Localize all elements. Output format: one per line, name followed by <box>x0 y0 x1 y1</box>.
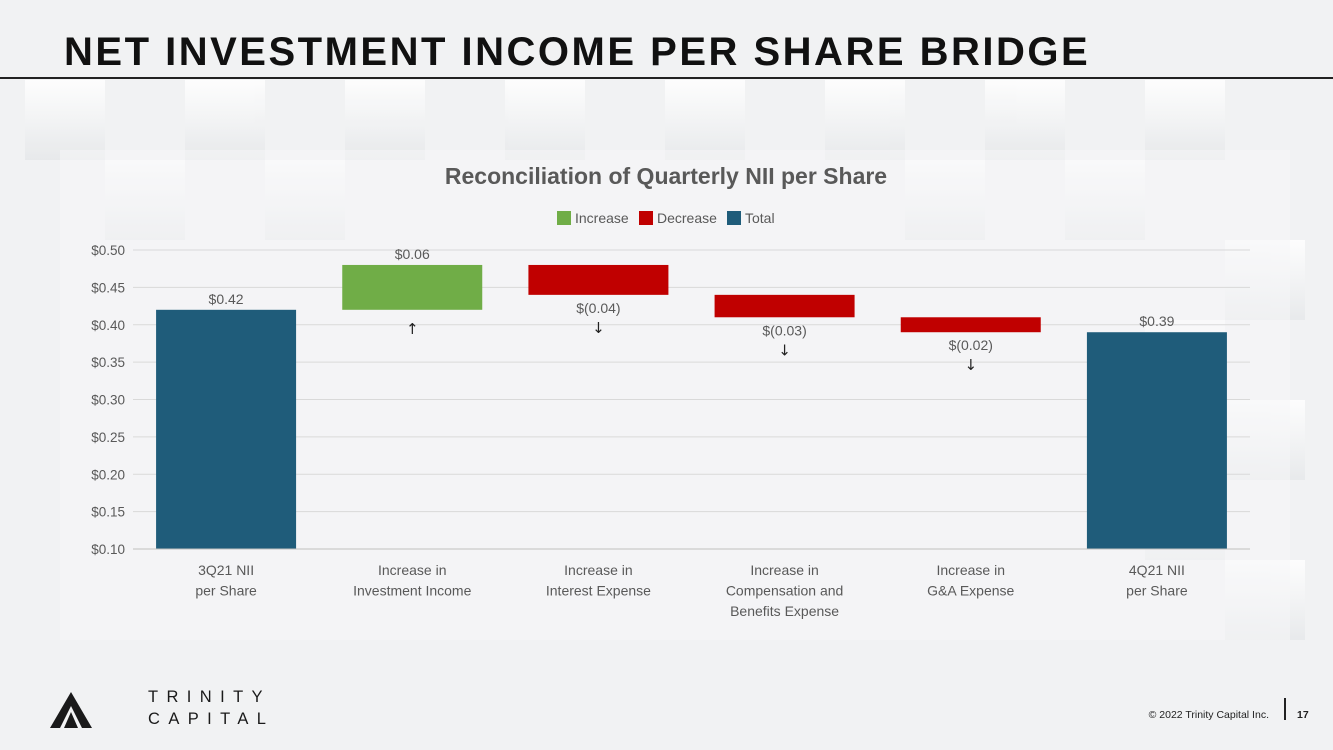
legend-label-decrease: Decrease <box>657 210 717 226</box>
page-title: NET INVESTMENT INCOME PER SHARE BRIDGE <box>64 30 1091 74</box>
x-category-label: Increase in <box>564 562 632 578</box>
x-category-label: Interest Expense <box>546 583 651 599</box>
x-category-label: 3Q21 NII <box>198 562 254 578</box>
x-category-label: per Share <box>1126 583 1188 599</box>
x-category-label: Increase in <box>378 562 446 578</box>
x-category-label: Compensation and <box>726 583 844 599</box>
page-number: 17 <box>1297 709 1309 721</box>
triangle-logo-icon <box>50 692 92 728</box>
x-category-label: Increase in <box>937 562 1005 578</box>
footer-separator <box>1284 698 1286 720</box>
change-arrow-icon: ↑ <box>406 320 419 338</box>
chart-legend: Increase Decrease Total <box>557 210 775 226</box>
trinity-capital-logo: TRINITY CAPITAL <box>48 688 266 732</box>
bar-increase <box>342 264 483 310</box>
x-category-label: Benefits Expense <box>730 603 839 619</box>
y-tick-label: $0.50 <box>91 243 125 258</box>
copyright-text: © 2022 Trinity Capital Inc. <box>1148 709 1269 721</box>
data-label: $(0.03) <box>762 322 806 338</box>
y-axis: $0.10 $0.15 $0.20 $0.25 $0.30 $0.35 $0.40 $0.45… <box>91 243 125 557</box>
x-category-label: Investment Income <box>353 583 471 599</box>
legend-swatch-increase <box>557 211 571 225</box>
y-tick-label: $0.15 <box>91 505 125 520</box>
bar-total <box>1086 332 1227 549</box>
bars: $0.42 $0.06 ↑ $(0.04) ↓ $(0.03) ↓ $(0.02) ↓ $0.39 <box>156 246 1227 549</box>
title-underline <box>0 77 1333 79</box>
bar-total <box>156 309 297 549</box>
bar-decrease <box>900 317 1041 333</box>
x-axis: 3Q21 NII per Share Increase in Investment I… <box>133 548 1250 619</box>
chart-title: Reconciliation of Quarterly NII per Shar… <box>445 163 887 189</box>
logo-text-line2: CAPITAL <box>148 710 275 728</box>
change-arrow-icon: ↓ <box>778 341 791 359</box>
x-category-label: G&A Expense <box>927 583 1014 599</box>
change-arrow-icon: ↓ <box>592 319 605 337</box>
data-label: $(0.04) <box>576 300 620 316</box>
data-label: $0.06 <box>395 246 430 262</box>
y-tick-label: $0.40 <box>91 318 125 333</box>
y-tick-label: $0.35 <box>91 355 125 370</box>
bar-decrease <box>714 294 855 318</box>
x-category-label: Increase in <box>750 562 818 578</box>
bar-decrease <box>528 264 669 295</box>
gridlines <box>133 249 1250 550</box>
legend-swatch-decrease <box>639 211 653 225</box>
y-tick-label: $0.20 <box>91 467 125 482</box>
legend-label-increase: Increase <box>575 210 629 226</box>
y-tick-label: $0.45 <box>91 280 125 295</box>
y-tick-label: $0.10 <box>91 542 125 557</box>
logo-text-line1: TRINITY <box>148 688 271 706</box>
legend-swatch-total <box>727 211 741 225</box>
y-tick-label: $0.25 <box>91 430 125 445</box>
y-tick-label: $0.30 <box>91 393 125 408</box>
data-label: $(0.02) <box>949 337 993 353</box>
x-category-label: 4Q21 NII <box>1129 562 1185 578</box>
x-category-label: per Share <box>195 583 257 599</box>
legend-label-total: Total <box>745 210 775 226</box>
data-label: $0.39 <box>1139 313 1174 329</box>
change-arrow-icon: ↓ <box>964 356 977 374</box>
data-label: $0.42 <box>209 291 244 307</box>
